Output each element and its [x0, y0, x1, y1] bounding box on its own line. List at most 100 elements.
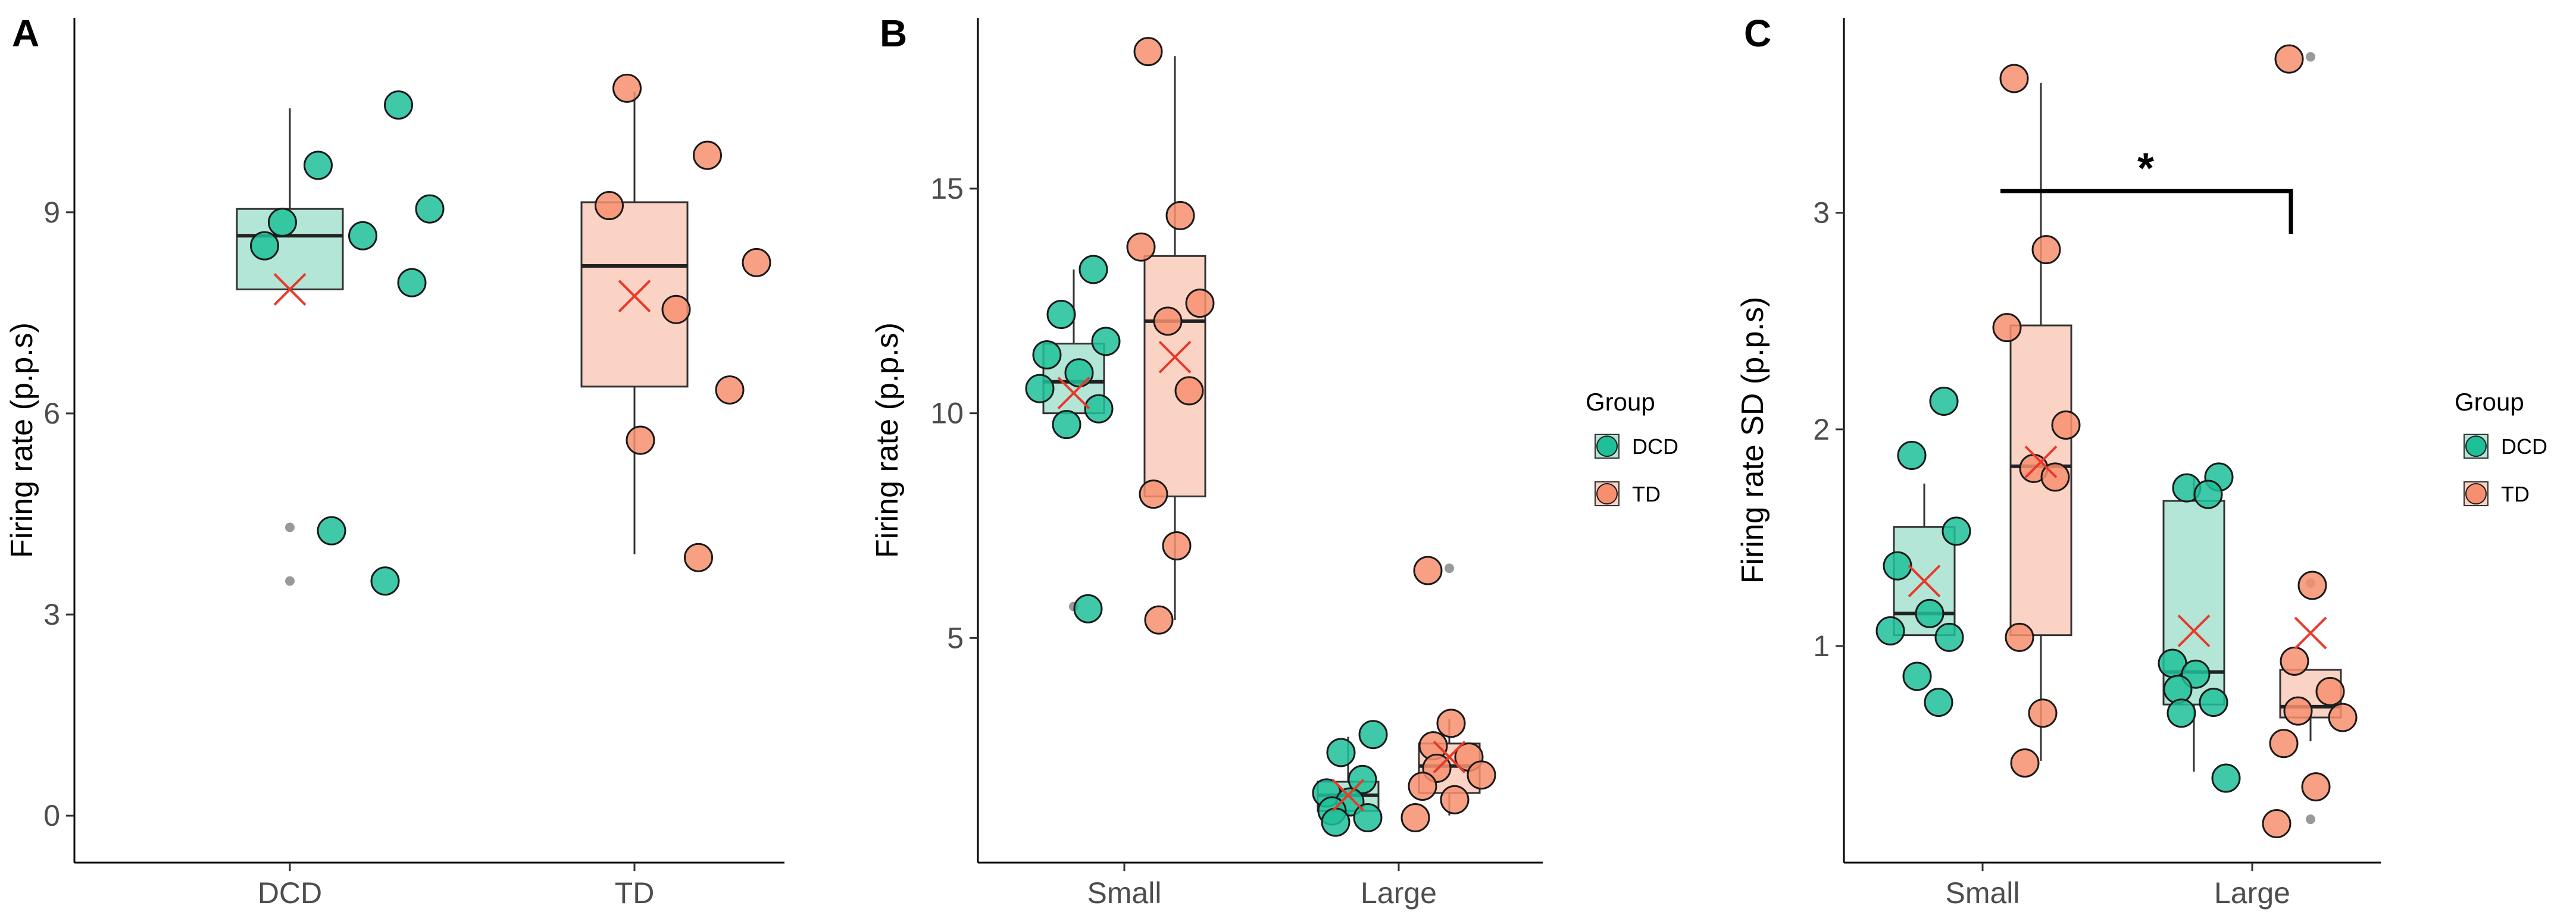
- panel-b-dcd-small-point: [1091, 327, 1121, 356]
- panel-b-x-tick-label: Small: [1087, 876, 1161, 910]
- panel-a-dcd-dcd-outlier: [285, 576, 295, 586]
- panel-c-dcd-large-point: [2193, 479, 2223, 509]
- panel-b-dcd-small-point: [1052, 410, 1081, 440]
- panel-b-legend-swatch-td: [1596, 483, 1618, 504]
- panel-c-td-large-point: [2328, 703, 2358, 732]
- panel-b-td-large-outlier: [1445, 563, 1454, 573]
- panel-c-dcd-small-point: [1883, 551, 1912, 581]
- panel-b-td-large-point: [1436, 709, 1466, 738]
- panel-b-y-tick-label: 10: [930, 397, 964, 430]
- panel-a-dcd-dcd-point: [317, 516, 346, 546]
- panel-b-letter: B: [880, 12, 907, 55]
- panel-c-y-tick-label: 1: [1813, 629, 1830, 663]
- panel-c-dcd-large-mean-marker: [2177, 614, 2211, 647]
- panel-c-dcd-large-point: [2199, 688, 2228, 717]
- panel-a-dcd-dcd-point: [384, 90, 413, 120]
- panel-b-dcd-small-point: [1064, 358, 1094, 388]
- panel-c-td-small-point: [2005, 622, 2034, 652]
- panel-b-dcd-small-point: [1073, 594, 1103, 623]
- panel-a-dcd-dcd-mean-marker: [273, 273, 307, 306]
- panel-a-y-tick-label: 9: [43, 196, 60, 229]
- panel-b-td-small-point: [1126, 232, 1156, 262]
- panel-b-dcd-small-point: [1032, 340, 1062, 369]
- panel-c-legend-swatch-td: [2465, 483, 2487, 504]
- panel-a-dcd-dcd-point: [304, 151, 333, 180]
- panel-c-td-small-point: [2010, 748, 2040, 778]
- panel-c-td-small-point: [1992, 313, 2022, 343]
- panel-c-td-large-point: [2274, 44, 2304, 74]
- panel-a-td-td-point: [595, 191, 624, 221]
- panel-c-dcd-small-point: [1897, 440, 1927, 470]
- panel-b-y-tick-label: 15: [930, 172, 964, 205]
- panel-a-td-td-point: [684, 543, 713, 572]
- panel-b-y-axis-title: Firing rate (p.p.s): [870, 322, 905, 558]
- panel-c-td-large-point: [2297, 571, 2327, 600]
- panel-a-td-td-point: [715, 375, 745, 405]
- panel-a-x-tick-label: TD: [615, 876, 655, 910]
- panel-b-td-small-point: [1185, 289, 1215, 318]
- panel-c-letter: C: [1744, 12, 1771, 55]
- panel-a-dcd-dcd-point: [268, 208, 297, 237]
- panel-a-y-tick-label: 3: [43, 598, 60, 631]
- panel-c-x-tick-label: Large: [2214, 876, 2290, 910]
- panel-c-dcd-small-point: [1942, 516, 1971, 546]
- panel-c-td-small-point: [2028, 698, 2058, 728]
- panel-c-y-axis-title: Firing rate SD (p.p.s): [1736, 297, 1770, 584]
- panel-a-dcd-dcd-point: [397, 268, 427, 297]
- panel-a-td-td-point: [626, 425, 655, 455]
- panel-c-td-large-point: [2301, 772, 2331, 802]
- panel-b-dcd-large-mean-marker: [1331, 779, 1365, 812]
- panel-b-dcd-small-mean-marker: [1057, 377, 1090, 410]
- panel-c-td-small-point: [2051, 410, 2081, 440]
- panel-a-td-td-point: [742, 247, 771, 277]
- panel-c-dcd-large-point: [2211, 763, 2241, 793]
- panel-a-dcd-dcd-point: [415, 194, 445, 224]
- panel-b-td-small-point: [1133, 37, 1163, 67]
- panel-b-td-large-point: [1400, 803, 1430, 832]
- panel-b-td-small-point: [1139, 479, 1168, 509]
- panel-c-td-small-point: [2031, 235, 2061, 265]
- panel-c-legend-label-td: TD: [2501, 482, 2530, 506]
- panel-a-dcd-dcd-point: [370, 566, 400, 596]
- panel-a-td-td-mean-marker: [618, 280, 651, 313]
- panel-c-significance-bracket: [2000, 189, 2293, 234]
- panel-b-td-small-point: [1162, 531, 1192, 560]
- panel-c-td-large-outlier: [2306, 52, 2315, 62]
- panel-c-td-small-point: [1999, 64, 2029, 93]
- panel-c-y-tick-label: 2: [1813, 413, 1830, 446]
- panel-a-dcd-dcd-point: [348, 221, 377, 250]
- panel-b-dcd-large-point: [1326, 738, 1356, 767]
- panel-b-legend-label-dcd: DCD: [1632, 434, 1678, 459]
- panel-b-td-small-point: [1174, 376, 1204, 406]
- panel-c-dcd-large-point: [2163, 675, 2193, 704]
- panel-c-dcd-small-point: [1915, 598, 1944, 628]
- panel-c-td-large-point: [2283, 696, 2313, 726]
- panel-c-dcd-small-mean-marker: [1908, 565, 1941, 598]
- panel-c-td-large-outlier: [2306, 814, 2315, 825]
- panel-a-td-td-point: [612, 73, 642, 103]
- panel-b-legend-title: Group: [1586, 388, 1655, 416]
- panel-a-td-td-point: [661, 294, 691, 324]
- panel-b-dcd-large-point: [1353, 803, 1383, 832]
- panel-a-y-tick-label: 0: [43, 799, 60, 832]
- panel-b-td-small-point: [1153, 306, 1183, 336]
- panel-c-dcd-small-point: [1934, 622, 1964, 652]
- panel-b-dcd-small-point: [1025, 374, 1055, 403]
- panel-c-td-large-point: [2280, 646, 2309, 676]
- panel-b-td-small-mean-marker: [1158, 340, 1192, 374]
- panel-b-legend-swatch-dcd: [1596, 435, 1618, 457]
- panel-b-x-tick-label: Large: [1361, 876, 1437, 910]
- panel-a-dcd-dcd-outlier: [285, 522, 295, 532]
- panel-a-y-axis-title: Firing rate (p.p.s): [5, 322, 39, 558]
- panel-b-dcd-large-point: [1321, 807, 1350, 837]
- panel-b-td-large-point: [1413, 556, 1443, 585]
- panel-b-td-large-point: [1467, 760, 1496, 790]
- panel-b-y-tick-label: 5: [947, 621, 964, 654]
- panel-c-legend-swatch-dcd: [2465, 435, 2487, 457]
- panel-c-td-large-point: [2262, 808, 2291, 838]
- panel-c-dcd-small-point: [1929, 386, 1959, 416]
- panel-c-td-small-mean-marker: [2024, 445, 2058, 478]
- panel-c-x-tick-label: Small: [1945, 876, 2019, 910]
- panel-c-y-tick-label: 3: [1813, 196, 1830, 230]
